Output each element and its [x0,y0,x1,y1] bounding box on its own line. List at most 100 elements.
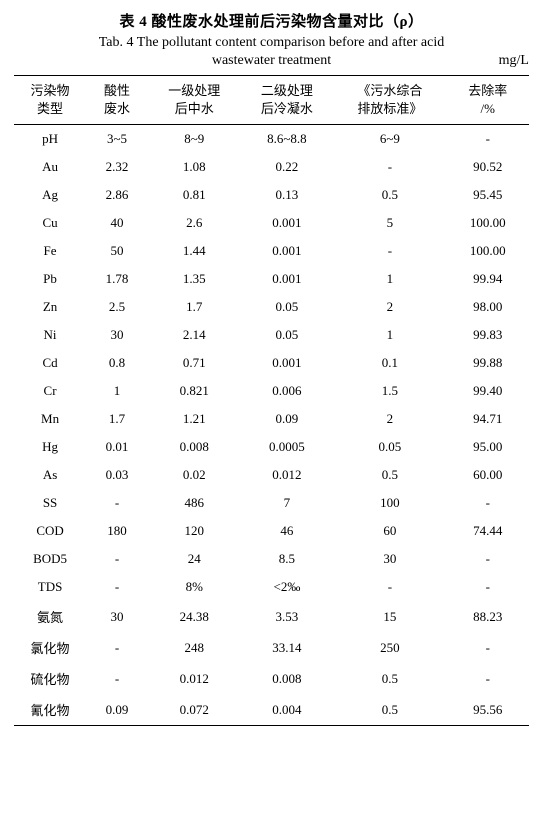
table-row: Cd0.80.710.0010.199.88 [14,349,529,377]
cell: 30 [86,321,148,349]
table-row: pH3~58~98.6~8.86~9- [14,125,529,154]
cell: 0.5 [333,461,446,489]
cell: 0.072 [148,694,241,726]
cell: 100.00 [447,209,529,237]
cell: 0.05 [333,433,446,461]
cell: 248 [148,632,241,663]
table-title-en-line2-wrap: wastewater treatment mg/L [14,53,529,69]
header-line2: 后冷凝水 [243,100,332,118]
cell: 99.40 [447,377,529,405]
cell: 486 [148,489,241,517]
table-row: 氯化物-24833.14250- [14,632,529,663]
cell: pH [14,125,86,154]
cell: 8.6~8.8 [241,125,334,154]
table-row: Hg0.010.0080.00050.0595.00 [14,433,529,461]
table-row: Au2.321.080.22-90.52 [14,153,529,181]
title-en-text1: The pollutant content comparison before … [137,35,445,50]
cell: 0.5 [333,694,446,726]
cell: 33.14 [241,632,334,663]
cell: 30 [333,545,446,573]
table-row: BOD5-248.530- [14,545,529,573]
cell: 95.00 [447,433,529,461]
table-row: Ag2.860.810.130.595.45 [14,181,529,209]
cell: 0.5 [333,181,446,209]
cell: 0.008 [148,433,241,461]
cell: Pb [14,265,86,293]
header-col-1: 酸性废水 [86,76,148,125]
table-body: pH3~58~98.6~8.86~9-Au2.321.080.22-90.52A… [14,125,529,726]
cell: 1.7 [148,293,241,321]
header-line1: 一级处理 [150,82,239,100]
header-line2: 类型 [16,100,84,118]
header-col-3: 二级处理后冷凝水 [241,76,334,125]
cell: 24.38 [148,601,241,632]
cell: 0.001 [241,209,334,237]
table-row: COD180120466074.44 [14,517,529,545]
table-row: Mn1.71.210.09294.71 [14,405,529,433]
cell: - [447,489,529,517]
cell: 74.44 [447,517,529,545]
cell: - [447,573,529,601]
cell: 硫化物 [14,663,86,694]
table-row: 硫化物-0.0120.0080.5- [14,663,529,694]
table-row: TDS-8%<2‰-- [14,573,529,601]
cell: 氰化物 [14,694,86,726]
cell: 0.004 [241,694,334,726]
cell: SS [14,489,86,517]
header-line2: /% [449,100,527,118]
title-en-text2: wastewater treatment [212,53,331,68]
cell: 0.09 [86,694,148,726]
cell: 95.56 [447,694,529,726]
cell: Ag [14,181,86,209]
cell: 15 [333,601,446,632]
cell: - [86,545,148,573]
cell: 7 [241,489,334,517]
cell: - [86,663,148,694]
pollutant-comparison-table: 污染物类型酸性废水一级处理后中水二级处理后冷凝水《污水综合排放标准》去除率/% … [14,75,529,726]
cell: Mn [14,405,86,433]
cell: 1.78 [86,265,148,293]
table-row: Cr10.8210.0061.599.40 [14,377,529,405]
header-line1: 去除率 [449,82,527,100]
cell: - [447,545,529,573]
cell: 95.45 [447,181,529,209]
table-row: Cu402.60.0015100.00 [14,209,529,237]
cell: 50 [86,237,148,265]
cell: 0.8 [86,349,148,377]
table-row: As0.030.020.0120.560.00 [14,461,529,489]
cell: 1.44 [148,237,241,265]
cell: 90.52 [447,153,529,181]
cell: 3.53 [241,601,334,632]
cell: 30 [86,601,148,632]
table-number-en: Tab. 4 [99,35,137,50]
table-title-cn: 表 4 酸性废水处理前后污染物含量对比（ρ） [14,10,529,31]
cell: 0.22 [241,153,334,181]
cell: - [447,632,529,663]
cell: 98.00 [447,293,529,321]
cell: 氨氮 [14,601,86,632]
cell: 2 [333,405,446,433]
cell: 40 [86,209,148,237]
cell: 0.821 [148,377,241,405]
cell: 5 [333,209,446,237]
cell: 99.83 [447,321,529,349]
cell: 120 [148,517,241,545]
cell: 1 [333,265,446,293]
header-line1: 《污水综合 [335,82,444,100]
cell: 0.012 [148,663,241,694]
cell: 0.1 [333,349,446,377]
cell: 0.006 [241,377,334,405]
cell: 1 [333,321,446,349]
cell: 99.88 [447,349,529,377]
table-row: Ni302.140.05199.83 [14,321,529,349]
table-row: 氰化物0.090.0720.0040.595.56 [14,694,529,726]
cell: 0.13 [241,181,334,209]
cell: 0.03 [86,461,148,489]
cell: 1.21 [148,405,241,433]
cell: Zn [14,293,86,321]
cell: 0.09 [241,405,334,433]
cell: - [447,125,529,154]
cell: 0.001 [241,265,334,293]
cell: 1.08 [148,153,241,181]
cell: 0.012 [241,461,334,489]
